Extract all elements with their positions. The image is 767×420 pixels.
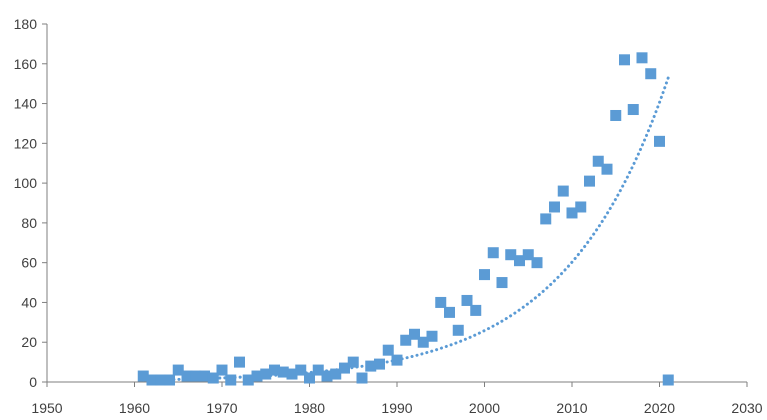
y-tick-label: 60 [21,255,37,271]
data-point [356,372,368,384]
data-point [400,334,412,346]
data-point [234,356,245,368]
y-tick-label: 160 [14,56,38,72]
data-point [654,135,665,147]
data-point [199,370,210,382]
y-tick-label: 180 [14,16,38,32]
data-point [225,374,237,386]
data-point [190,370,202,382]
data-point [382,344,394,356]
data-point [636,52,648,64]
x-tick-label: 2010 [556,400,587,416]
data-point [164,374,175,386]
data-point [216,364,228,376]
data-point [645,68,657,80]
data-point [592,155,604,167]
data-point [426,330,438,342]
data-point [487,247,499,259]
data-point [339,362,350,374]
data-point [181,370,193,382]
data-point [496,277,508,289]
x-tick-label: 2000 [469,400,500,416]
data-point [207,372,219,384]
data-point [522,249,534,261]
data-point [444,306,455,318]
data-point [286,368,298,380]
x-axis-ticks: 1950 1960 1970 1980 1990 2000 2010 2020 2030 [31,382,763,416]
x-tick-label: 2020 [644,400,675,416]
x-tick-label: 2030 [731,400,762,416]
y-tick-label: 100 [14,175,38,191]
data-point [610,109,622,121]
data-point [584,175,595,187]
data-point [540,213,552,225]
y-tick-label: 140 [14,96,38,112]
data-point [409,328,420,340]
data-point [137,370,149,382]
x-tick-label: 1990 [381,400,412,416]
y-tick-label: 80 [21,215,37,231]
data-point [391,354,403,366]
data-point [601,163,613,175]
data-points [137,52,674,386]
x-tick-label: 1960 [119,400,150,416]
data-point [347,356,359,368]
data-point [330,368,342,380]
data-point [557,185,569,197]
data-point [531,257,543,269]
data-point [566,207,578,219]
data-point [514,255,525,267]
y-tick-label: 120 [14,135,38,151]
data-point [461,294,473,306]
data-point [435,296,447,308]
data-point [575,201,587,213]
data-point [452,324,464,336]
data-point [172,364,184,376]
data-point [277,366,289,378]
data-point [365,360,377,372]
data-point [417,336,429,348]
y-tick-label: 40 [21,294,37,310]
data-point [304,372,315,384]
data-point [260,368,272,380]
data-point [505,249,517,261]
x-tick-label: 1950 [31,400,62,416]
data-point [242,374,254,386]
x-tick-label: 1980 [294,400,325,416]
x-tick-label: 1970 [206,400,237,416]
axes [46,24,747,383]
y-tick-label: 20 [21,334,37,350]
data-point [269,364,280,376]
data-point [295,364,307,376]
data-point [470,304,482,316]
data-point [146,374,158,386]
data-point [662,374,674,386]
data-point [312,364,324,376]
data-point [479,269,490,281]
y-tick-label: 0 [29,374,37,390]
data-point [549,201,560,213]
data-point [627,104,639,116]
data-point [619,54,630,66]
data-point [155,374,167,386]
data-point [251,370,263,382]
y-axis-ticks: 0 20 40 60 80 100 120 140 160 180 [14,16,47,390]
data-point [374,358,385,370]
data-point [321,370,333,382]
